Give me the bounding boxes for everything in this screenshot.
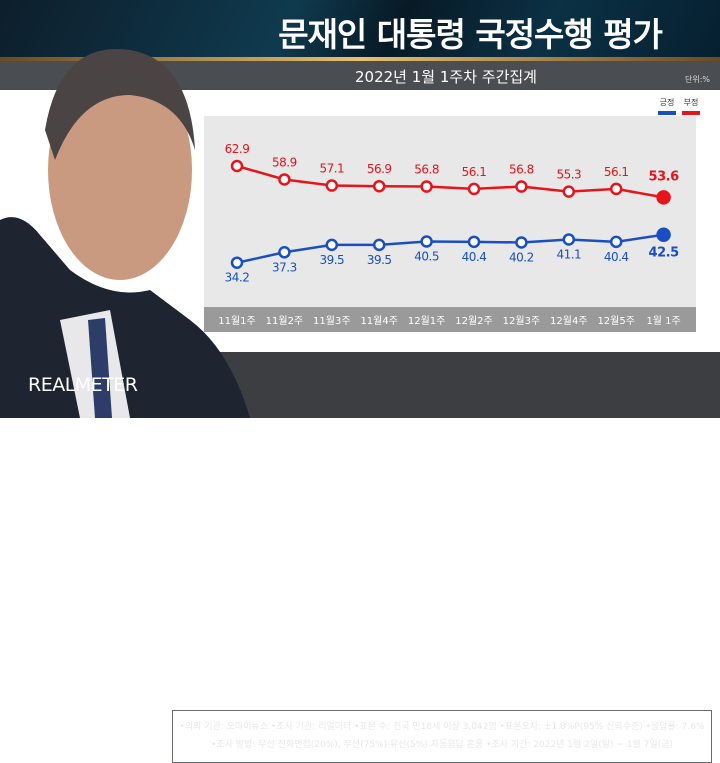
legend-item-positive: 긍정 <box>658 97 676 115</box>
data-point <box>515 180 528 193</box>
president-photo <box>0 49 250 418</box>
data-point <box>562 233 576 246</box>
data-label: 40.4 <box>462 250 487 264</box>
x-tick-label: 12월1주 <box>408 315 446 327</box>
legend-label: 긍정 <box>659 98 675 107</box>
x-tick-label: 11월3주 <box>313 315 351 327</box>
data-point <box>230 159 244 173</box>
data-label: 34.2 <box>225 271 250 285</box>
data-label: 62.9 <box>225 142 250 156</box>
plot-area <box>204 116 696 307</box>
legend-swatch <box>682 111 700 115</box>
data-point <box>278 173 291 186</box>
data-point <box>467 182 481 196</box>
data-label: 42.5 <box>649 246 680 261</box>
x-tick-label: 12월2주 <box>455 315 493 327</box>
x-tick-label: 1월 1주 <box>646 315 680 327</box>
x-axis-band <box>204 307 696 332</box>
subtitle: 2022년 1월 1주차 주간집계 <box>355 68 537 86</box>
data-point <box>656 227 671 242</box>
data-point <box>420 180 433 193</box>
data-point <box>325 179 339 192</box>
data-label: 56.8 <box>414 163 439 177</box>
series-line <box>236 233 664 264</box>
data-label: 53.6 <box>649 169 680 184</box>
data-point <box>278 246 291 259</box>
unit-label: 단위:% <box>684 75 710 84</box>
survey-info-box: •의뢰 기관: 오마이뉴스 •조사 기관: 리얼미터 •표본 수: 전국 만18… <box>172 710 712 763</box>
realmeter-logo: REALMETER <box>28 374 138 396</box>
data-label: 37.3 <box>272 260 297 274</box>
data-point <box>562 185 576 198</box>
data-point <box>467 235 481 249</box>
data-point <box>230 256 244 269</box>
data-point <box>656 190 671 205</box>
data-label: 39.5 <box>319 253 344 267</box>
data-label: 56.1 <box>604 165 629 179</box>
data-label: 39.5 <box>367 253 392 267</box>
survey-info-line: •의뢰 기관: 오마이뉴스 •조사 기관: 리얼미터 •표본 수: 전국 만18… <box>179 722 705 732</box>
data-point <box>609 235 623 249</box>
data-label: 41.1 <box>556 247 581 261</box>
data-label: 40.2 <box>509 250 534 264</box>
x-tick-label: 12월5주 <box>597 315 635 327</box>
x-tick-label: 12월4주 <box>550 315 588 327</box>
legend-swatch <box>658 111 676 115</box>
legend: 긍정 부정 <box>658 97 700 115</box>
x-tick-label: 12월3주 <box>503 315 541 327</box>
data-point <box>609 182 623 196</box>
data-point <box>515 236 528 249</box>
data-label: 40.5 <box>414 249 439 263</box>
legend-label: 부정 <box>683 98 699 107</box>
line-chart: 11월1주 11월2주 11월3주 11월4주 12월1주 12월2주 12월3주 12월4주… <box>218 142 681 327</box>
legend-item-negative: 부정 <box>682 97 700 115</box>
data-label: 56.9 <box>367 162 392 176</box>
divider <box>0 57 720 61</box>
x-tick-label: 11월4주 <box>360 315 398 327</box>
header-banner: 문재인 대통령 국정수행 평가 <box>0 0 720 57</box>
data-point <box>372 179 386 193</box>
x-tick-label: 11월1주 <box>218 315 256 327</box>
data-label: 55.3 <box>556 168 581 182</box>
data-label: 56.1 <box>462 165 487 179</box>
data-point <box>420 235 433 248</box>
data-label: 56.8 <box>509 163 534 177</box>
data-label: 57.1 <box>319 162 344 176</box>
survey-info-line: •조사 방법: 무선 전화면접(20%), 무선(75%)·유선(5%) 자동응… <box>211 740 673 750</box>
page-title: 문재인 대통령 국정수행 평가 <box>278 15 663 54</box>
x-tick-label: 11월2주 <box>266 315 304 327</box>
data-point <box>372 238 386 252</box>
data-label: 58.9 <box>272 155 297 169</box>
series-line <box>236 164 664 199</box>
data-point <box>325 238 339 252</box>
data-label: 40.4 <box>604 250 629 264</box>
